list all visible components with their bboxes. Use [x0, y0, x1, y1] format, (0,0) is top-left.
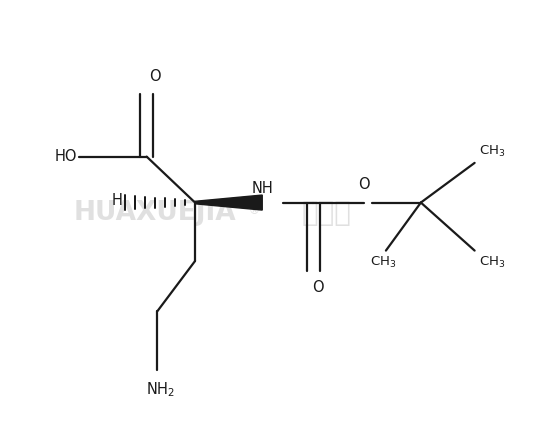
Text: O: O: [312, 280, 323, 295]
Text: O: O: [149, 69, 161, 83]
Text: HUAXUEJIA: HUAXUEJIA: [73, 200, 236, 226]
Text: HO: HO: [54, 149, 77, 164]
Text: CH$_3$: CH$_3$: [479, 144, 506, 159]
Text: CH$_3$: CH$_3$: [370, 255, 396, 270]
Text: CH$_3$: CH$_3$: [479, 255, 506, 270]
Text: NH: NH: [251, 181, 273, 196]
Text: H: H: [111, 193, 122, 208]
Text: 化学加: 化学加: [302, 199, 352, 227]
Polygon shape: [195, 195, 262, 210]
Text: NH$_2$: NH$_2$: [146, 380, 175, 399]
Text: ®: ®: [248, 206, 260, 216]
Text: O: O: [359, 177, 370, 192]
